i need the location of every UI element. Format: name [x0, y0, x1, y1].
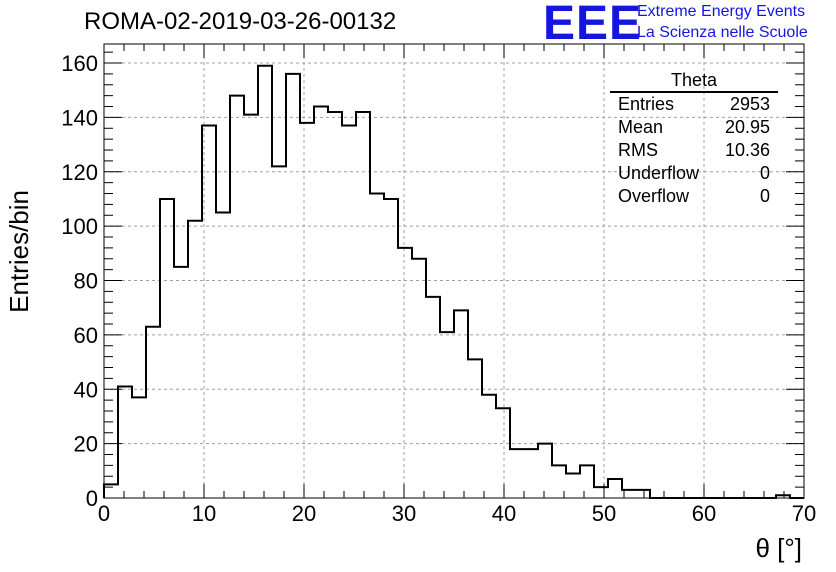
stats-label: Mean	[618, 117, 664, 137]
stats-label: Underflow	[618, 163, 700, 183]
stats-row-mean: Mean 20.95	[610, 116, 778, 139]
grid-lines	[104, 44, 804, 498]
stats-label: Entries	[618, 94, 675, 114]
y-tick-label: 100	[61, 214, 98, 239]
x-tick-label: 0	[98, 501, 110, 526]
x-tick-label: 10	[192, 501, 216, 526]
y-tick-label: 20	[74, 432, 98, 457]
x-tick-label: 70	[792, 501, 816, 526]
x-tick-label: 40	[492, 501, 516, 526]
x-tick-label: 50	[592, 501, 616, 526]
stats-box: Theta Entries 2953 Mean 20.95 RMS 10.36 Und…	[610, 70, 778, 208]
stats-value: 10.36	[724, 140, 770, 160]
stats-label: Overflow	[618, 186, 690, 206]
histogram-line	[103, 64, 804, 499]
x-tick-label: 60	[692, 501, 716, 526]
y-tick-label: 160	[61, 51, 98, 76]
stats-row-rms: RMS 10.36	[610, 139, 778, 162]
axis-ticks	[103, 44, 805, 499]
stats-row-overflow: Overflow 0	[610, 185, 778, 208]
y-tick-label: 140	[61, 105, 98, 130]
x-tick-label: 30	[392, 501, 416, 526]
stats-row-entries: Entries 2953	[610, 93, 778, 116]
stats-value: 20.95	[724, 117, 770, 137]
stats-value: 2953	[729, 94, 770, 114]
y-tick-label: 40	[74, 377, 98, 402]
plot-frame	[103, 43, 805, 499]
logo-line-2: La Scienza nelle Scuole	[637, 24, 808, 41]
stats-value: 0	[759, 186, 770, 206]
y-tick-label: 60	[74, 323, 98, 348]
stats-value: 0	[759, 163, 770, 183]
y-tick-label: 0	[86, 486, 98, 511]
y-tick-label: 120	[61, 160, 98, 185]
x-axis-label: θ [°]	[755, 533, 802, 563]
y-axis-label-text: Entries/bin	[4, 190, 34, 313]
stats-row-underflow: Underflow 0	[610, 162, 778, 185]
stats-label: RMS	[618, 140, 658, 160]
stats-title: Theta	[610, 70, 778, 93]
tick-labels: 0 10 20 30 40 50 60 70 0 20 40 60 80 100 120 140 160	[61, 51, 816, 526]
page-title: ROMA-02-2019-03-26-00132	[84, 8, 397, 35]
logo-line-1: Extreme Energy Events	[637, 3, 806, 20]
y-tick-label: 80	[74, 269, 98, 294]
x-tick-label: 20	[292, 501, 316, 526]
eee-logo: EEE	[543, 0, 643, 50]
